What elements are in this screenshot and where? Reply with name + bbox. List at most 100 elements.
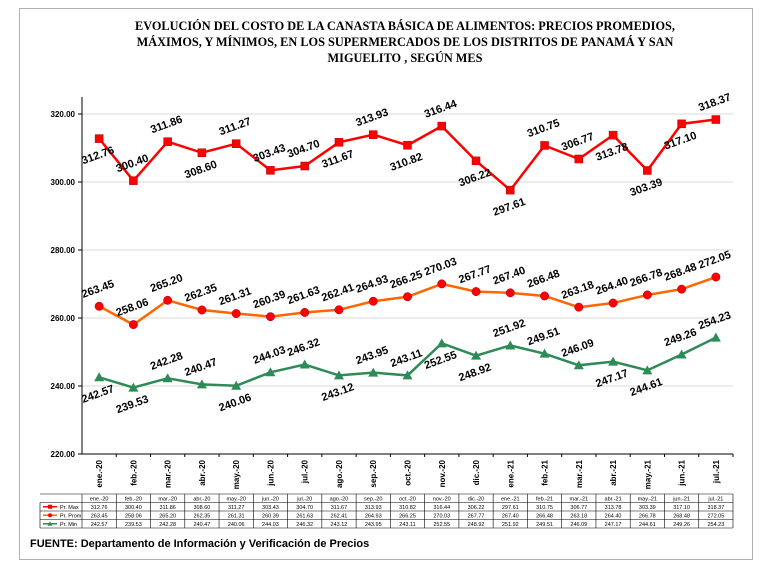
table-header-cell: nov.-20 xyxy=(433,497,451,503)
table-cell: 244.03 xyxy=(262,522,279,528)
data-point xyxy=(266,166,275,175)
x-tick-label: jun.-21 xyxy=(678,459,687,486)
data-label: 263.45 xyxy=(80,278,116,301)
data-point xyxy=(471,156,481,166)
chart-title-line-1: EVOLUCIÓN DEL COSTO DE LA CANASTA BÁSICA… xyxy=(135,19,675,33)
data-point xyxy=(368,367,379,377)
data-label: 303.39 xyxy=(628,176,664,199)
data-point xyxy=(368,296,378,306)
data-point xyxy=(299,359,310,369)
table-series-name: Pr. Min xyxy=(60,522,77,528)
table-cell: 243.11 xyxy=(399,522,415,528)
table-cell: 247.17 xyxy=(605,522,622,528)
data-point xyxy=(437,279,447,289)
data-point xyxy=(128,382,139,392)
table-cell: 313.93 xyxy=(365,505,382,511)
table-header-cell: jul.-21 xyxy=(707,497,723,503)
table-cell: 258.06 xyxy=(125,514,142,520)
data-point xyxy=(608,130,618,140)
y-tick-label: 220.00 xyxy=(51,450,76,459)
x-tick-label: dic.-20 xyxy=(472,459,481,485)
data-label: 244.61 xyxy=(628,376,664,399)
data-point xyxy=(265,367,276,377)
data-label: 240.47 xyxy=(183,356,219,379)
table-cell: 244.61 xyxy=(639,522,656,528)
data-label: 272.05 xyxy=(697,249,733,272)
data-label: 313.93 xyxy=(354,106,390,129)
chart-frame xyxy=(19,8,753,560)
data-label: 311.86 xyxy=(149,114,184,137)
table-cell: 268.48 xyxy=(673,514,690,520)
data-point xyxy=(368,130,378,139)
table-cell: 243.12 xyxy=(331,522,348,528)
x-tick-label: mar.-21 xyxy=(575,459,584,488)
data-point xyxy=(505,340,516,350)
data-label: 243.95 xyxy=(354,344,390,367)
data-label: 264.93 xyxy=(354,273,390,296)
table-cell: 249.51 xyxy=(536,522,553,528)
data-point xyxy=(540,141,549,150)
x-tick-label: feb.-20 xyxy=(129,459,138,485)
table-cell: 304.70 xyxy=(296,505,313,511)
table-header-cell: feb.-21 xyxy=(536,497,553,503)
table-cell: 306.22 xyxy=(468,505,485,511)
table-cell: 262.41 xyxy=(331,514,348,520)
table-header-cell: ago.-20 xyxy=(330,497,349,503)
y-tick-label: 240.00 xyxy=(51,382,76,391)
data-label: 261.31 xyxy=(217,285,253,308)
data-point xyxy=(574,154,584,164)
table-cell: 264.40 xyxy=(605,514,622,520)
data-label: 252.55 xyxy=(423,349,459,372)
data-label: 249.26 xyxy=(663,326,699,349)
table-cell: 312.76 xyxy=(91,505,108,511)
data-label: 312.76 xyxy=(80,144,116,167)
table-cell: 303.43 xyxy=(262,505,279,511)
data-label: 266.78 xyxy=(628,267,664,290)
table-cell: 239.53 xyxy=(125,522,142,528)
data-label: 306.22 xyxy=(457,167,493,190)
data-label: 267.77 xyxy=(457,263,493,286)
table-cell: 303.39 xyxy=(639,505,656,511)
data-point xyxy=(403,140,412,150)
data-point xyxy=(300,161,309,171)
table-cell: 266.78 xyxy=(639,514,656,520)
table-cell: 310.82 xyxy=(399,505,416,511)
data-label: 248.92 xyxy=(457,361,493,384)
table-header-cell: sep.-20 xyxy=(364,497,382,503)
table-cell: 300.40 xyxy=(125,505,142,511)
data-point xyxy=(231,139,241,148)
x-tick-label: mar.-20 xyxy=(164,459,173,488)
table-cell: 313.78 xyxy=(605,505,622,511)
table-header-cell: jun.-21 xyxy=(672,497,690,503)
data-label: 300.40 xyxy=(115,152,151,175)
data-point xyxy=(334,305,344,315)
data-label: 246.32 xyxy=(286,336,322,359)
table-cell: 240.47 xyxy=(194,522,211,528)
data-table: ene.-20 feb.-20 mar.-20 abr.-20 may.-20 jun.-… xyxy=(39,493,734,529)
table-cell: 270.03 xyxy=(433,514,450,520)
table-header-cell: oct.-20 xyxy=(399,497,416,503)
data-label: 310.75 xyxy=(526,117,562,140)
data-point xyxy=(574,302,584,312)
table-cell: 263.18 xyxy=(570,514,587,520)
x-tick-label: sep.-20 xyxy=(369,459,378,487)
x-tick-label: jul.-20 xyxy=(301,459,310,484)
table-cell: 264.93 xyxy=(365,514,382,520)
data-label: 239.53 xyxy=(115,393,151,416)
data-label: 240.06 xyxy=(217,392,253,415)
table-cell: 265.20 xyxy=(159,514,176,520)
data-point xyxy=(642,290,652,300)
data-point xyxy=(265,312,275,322)
x-tick-label: abr.-21 xyxy=(609,459,618,485)
x-tick-label: jun.-20 xyxy=(266,459,275,486)
data-point xyxy=(505,288,515,298)
table-header-cell: feb.-20 xyxy=(125,497,142,503)
data-label: 244.03 xyxy=(252,344,288,367)
data-point xyxy=(163,137,172,146)
data-label: 310.82 xyxy=(389,151,425,174)
data-label: 317.10 xyxy=(663,130,699,153)
series-0: 312.76300.40311.86308.60311.27303.43304.… xyxy=(80,91,732,218)
x-tick-label: may.-21 xyxy=(643,459,652,489)
x-tick-label: abr.-20 xyxy=(198,459,207,485)
